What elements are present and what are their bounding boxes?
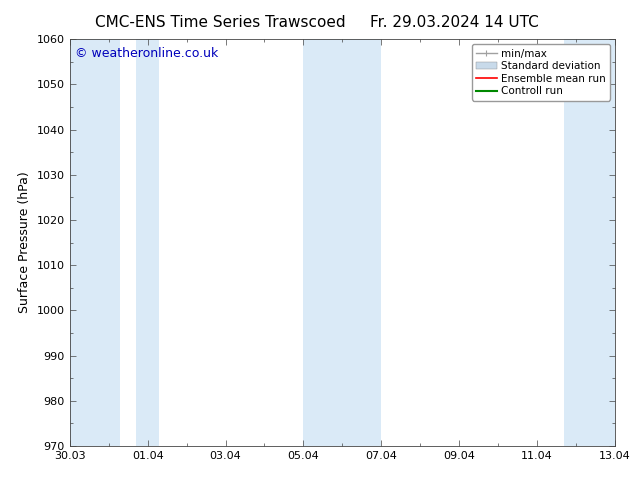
Bar [564,39,615,446]
Text: CMC-ENS Time Series Trawscoed     Fr. 29.03.2024 14 UTC: CMC-ENS Time Series Trawscoed Fr. 29.03.… [95,15,539,30]
Text: © weatheronline.co.uk: © weatheronline.co.uk [75,48,219,60]
Bar [304,39,381,446]
Y-axis label: Surface Pressure (hPa): Surface Pressure (hPa) [18,172,31,314]
Legend: min/max, Standard deviation, Ensemble mean run, Controll run: min/max, Standard deviation, Ensemble me… [472,45,610,100]
Bar [136,39,159,446]
Bar [70,39,120,446]
